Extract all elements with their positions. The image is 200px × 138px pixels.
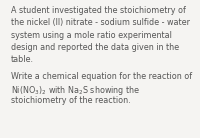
Text: A student investigated the stoichiometry of
the nickel (II) nitrate - sodium sul: A student investigated the stoichiometry…: [11, 6, 190, 64]
Text: Ni(NO$_3$)$_2$ with Na$_2$S showing the: Ni(NO$_3$)$_2$ with Na$_2$S showing the: [11, 84, 140, 97]
Text: Write a chemical equation for the reaction of: Write a chemical equation for the reacti…: [11, 72, 192, 81]
Text: stoichiometry of the reaction.: stoichiometry of the reaction.: [11, 96, 131, 105]
